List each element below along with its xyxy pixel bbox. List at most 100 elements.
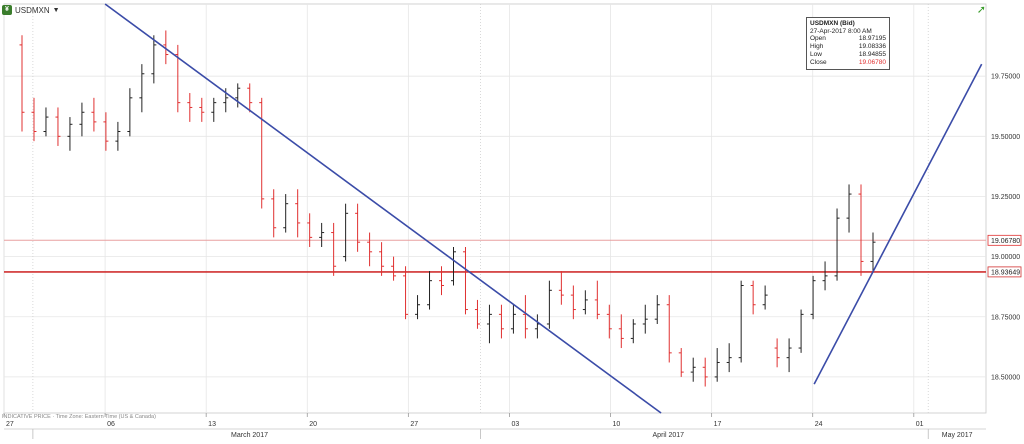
x-tick-label: 27 xyxy=(410,421,418,428)
ohlc-bar xyxy=(355,203,361,252)
ohlc-bar xyxy=(642,304,648,334)
info-label: Open xyxy=(810,35,826,42)
x-tick-label: 01 xyxy=(916,421,924,428)
info-label: Low xyxy=(810,51,822,58)
ohlc-bar xyxy=(115,121,121,151)
info-title: USDMXN (Bid) xyxy=(810,20,855,27)
ohlc-bar xyxy=(367,232,373,267)
ohlc-bar xyxy=(534,314,540,339)
ohlc-bar xyxy=(439,266,445,296)
ohlc-bar xyxy=(259,97,265,209)
y-tick-label: 19.75000 xyxy=(991,74,1020,81)
ohlc-bar xyxy=(43,107,49,137)
ohlc-bar xyxy=(498,304,504,339)
info-value: 19.08336 xyxy=(858,43,886,50)
symbol-selector[interactable]: ¥ USDMXN ▼ xyxy=(2,3,60,17)
ohlc-bar xyxy=(199,97,205,122)
trendline[interactable] xyxy=(104,3,662,414)
ohlc-bar xyxy=(738,280,744,363)
x-tick-label: 06 xyxy=(107,421,115,428)
ohlc-bar xyxy=(870,232,876,272)
ohlc-bar xyxy=(726,343,732,373)
month-label: April 2017 xyxy=(653,432,685,439)
info-timestamp: 27-Apr-2017 8:00 AM xyxy=(810,28,872,35)
x-tick-label: 17 xyxy=(714,421,722,428)
info-label: Close xyxy=(810,59,827,66)
ohlc-bar xyxy=(79,102,85,137)
info-label: High xyxy=(810,43,824,50)
ohlc-bar xyxy=(714,348,720,382)
ohlc-bar xyxy=(391,256,397,281)
ohlc-bar xyxy=(582,290,588,315)
ohlc-bar xyxy=(474,299,480,329)
ohlc-bar xyxy=(103,112,109,151)
ohlc-bar xyxy=(774,338,780,368)
x-tick-label: 10 xyxy=(613,421,621,428)
ohlc-bar xyxy=(558,271,564,305)
ohlc-bar xyxy=(702,357,708,387)
ohlc-bar xyxy=(606,304,612,339)
chevron-down-icon[interactable]: ▼ xyxy=(52,6,60,14)
ohlc-bar xyxy=(834,208,840,281)
ohlc-bar xyxy=(594,280,600,320)
currency-pair-icon: ¥ xyxy=(2,5,12,15)
price-tag xyxy=(987,234,1022,246)
ohlc-info-box: USDMXN (Bid) 27-Apr-2017 8:00 AM Open 18… xyxy=(806,17,890,70)
trend-arrow-icon[interactable]: ➚ xyxy=(976,4,986,16)
ohlc-bar xyxy=(187,93,193,122)
info-row-high: High 19.08336 xyxy=(810,43,886,51)
month-label: March 2017 xyxy=(231,432,268,439)
ohlc-bar xyxy=(486,304,492,344)
ohlc-bar xyxy=(211,97,217,122)
ohlc-bar xyxy=(522,295,528,339)
y-tick-label: 18.75000 xyxy=(991,314,1020,321)
footer-note: INDICATIVE PRICE · Time Zone: Eastern Ti… xyxy=(2,414,156,420)
price-lines xyxy=(4,239,986,273)
ohlc-bar xyxy=(678,348,684,377)
ohlc-bar xyxy=(654,295,660,324)
month-label: May 2017 xyxy=(942,432,973,439)
ohlc-bar xyxy=(666,295,672,363)
trendlines[interactable] xyxy=(104,3,983,414)
ohlc-bar xyxy=(67,117,73,151)
x-tick-label: 27 xyxy=(6,421,14,428)
ohlc-bar xyxy=(139,64,145,113)
ohlc-bar xyxy=(846,184,852,233)
x-tick-label: 24 xyxy=(815,421,823,428)
ohlc-bar xyxy=(510,304,516,334)
ohlc-bar xyxy=(762,285,768,310)
ohlc-bar xyxy=(750,280,756,315)
ohlc-bar xyxy=(450,246,456,286)
ohlc-bar xyxy=(127,88,133,137)
ohlc-bar xyxy=(331,222,337,276)
ohlc-bar xyxy=(822,261,828,291)
ohlc-bar xyxy=(19,35,25,132)
price-tag-label: 18.93649 xyxy=(991,269,1020,276)
ohlc-bar xyxy=(319,222,325,247)
info-row-low: Low 18.94855 xyxy=(810,51,886,59)
ohlc-bar xyxy=(427,271,433,310)
month-separators xyxy=(32,4,929,413)
ohlc-bar xyxy=(798,309,804,353)
y-tick-label: 19.50000 xyxy=(991,134,1020,141)
x-tick-label: 13 xyxy=(208,421,216,428)
ohlc-bar xyxy=(858,184,864,276)
ohlc-bar xyxy=(630,319,636,344)
trendline[interactable] xyxy=(813,63,983,385)
info-row-open: Open 18.97195 xyxy=(810,35,886,43)
ohlc-bar xyxy=(690,357,696,382)
ohlc-bar xyxy=(343,203,349,262)
ohlc-bar xyxy=(403,266,409,320)
ohlc-bar xyxy=(618,314,624,349)
ohlc-bar xyxy=(462,246,468,315)
gridlines xyxy=(3,3,987,414)
price-bars xyxy=(19,30,876,387)
ohlc-bar xyxy=(283,194,289,233)
ohlc-bar xyxy=(307,213,313,247)
ohlc-bar xyxy=(810,275,816,320)
x-tick-label: 20 xyxy=(309,421,317,428)
info-value: 18.94855 xyxy=(858,51,886,58)
ohlc-bar xyxy=(175,44,181,113)
